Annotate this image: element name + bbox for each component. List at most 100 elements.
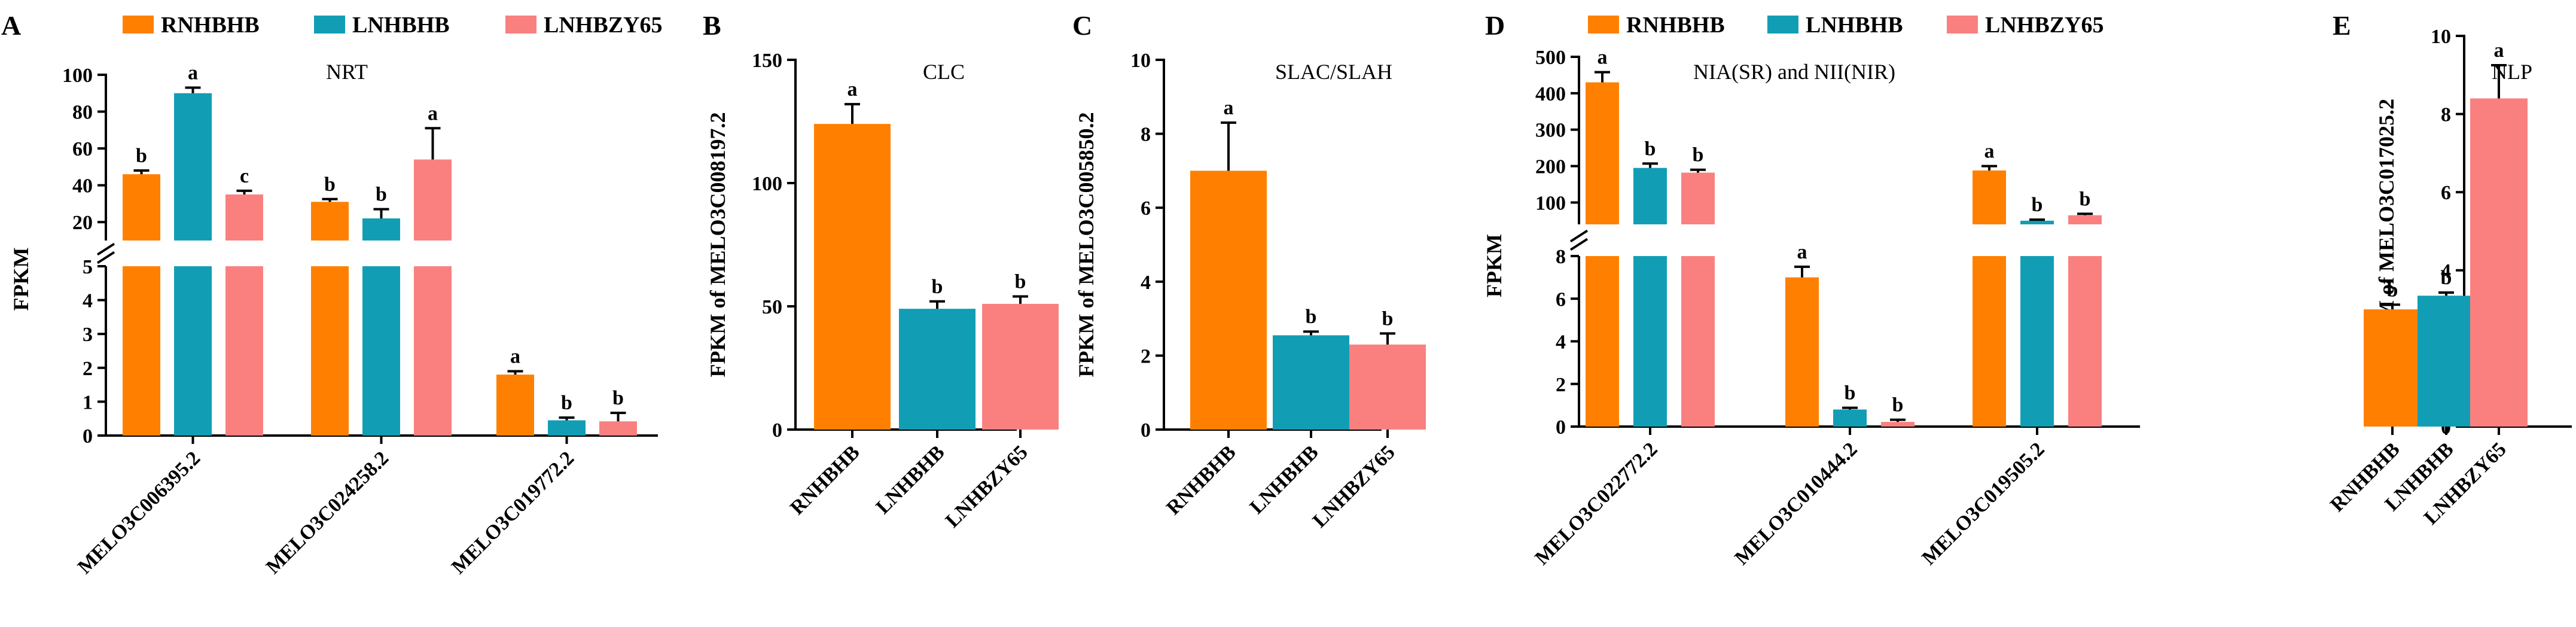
y-axis-label-d: FPKM — [1482, 234, 1506, 297]
panel-c: C SLAC/SLAH FPKM of MELO3C005850.2 0 2 4 6 8 10 a… — [1072, 10, 1426, 532]
axis-break-mark-a-1 — [96, 242, 115, 256]
a-legend-swatch-lnhbzy65 — [505, 16, 536, 34]
bar-lower-a-melo3c024258-2-lnhbzy65 — [414, 266, 452, 436]
error-bar-a-melo3c019772-2-lnhbhb — [559, 416, 575, 421]
bar-lower-a-melo3c006395-2-rnhbhb — [123, 266, 160, 436]
error-bar-b-lnhbhb — [929, 300, 945, 309]
x-tick-c-lnhbzy65: LNHBZY65 — [1309, 441, 1400, 532]
y-tick-c-0: 0 — [1141, 419, 1151, 442]
d-legend-swatch-rnhbhb — [1588, 16, 1619, 34]
a-legend-label-lnhbzy65: LNHBZY65 — [544, 13, 662, 38]
sig-letter-e-lnhbhb: b — [2441, 267, 2452, 289]
y-axis-label-a: FPKM — [9, 248, 33, 311]
y-tick-e-10: 10 — [2431, 26, 2451, 48]
d-legend-label-rnhbhb: RNHBHB — [1626, 13, 1725, 38]
error-bar-a-melo3c019772-2-rnhbhb — [507, 370, 523, 375]
d-legend-label-lnhbhb: LNHBHB — [1806, 13, 1903, 38]
error-bar-a-melo3c024258-2-lnhbzy65 — [425, 127, 441, 160]
bar-c-lnhbzy65 — [1349, 344, 1426, 430]
bar-lower-d-melo3c019505-2-rnhbhb — [1973, 256, 2006, 427]
y-tick-d-lower-6: 6 — [1556, 288, 1566, 311]
bar-d-melo3c010444-2-lnhbzy65 — [1881, 422, 1915, 427]
sig-letter-c-lnhbzy65: b — [1382, 308, 1394, 330]
y-tick-a-upper-20: 20 — [72, 212, 93, 234]
bar-b-lnhbzy65 — [982, 303, 1059, 430]
bar-a-melo3c024258-2-rnhbhb — [311, 202, 349, 241]
bar-a-melo3c024258-2-lnhbhb — [362, 218, 400, 241]
sig-letter-b-lnhbzy65: b — [1015, 271, 1026, 293]
bar-a-melo3c019772-2-rnhbhb — [496, 375, 534, 436]
y-axis-label-b: FPKM of MELO3C008197.2 — [706, 112, 730, 378]
bar-lower-d-melo3c022772-2-rnhbhb — [1586, 256, 1619, 427]
bar-d-melo3c019505-2-lnhbzy65 — [2068, 215, 2102, 224]
axis-break-mark-d-1 — [1569, 229, 1589, 243]
panel-letter-a: A — [1, 10, 21, 41]
error-bar-a-melo3c024258-2-rnhbhb — [322, 197, 338, 202]
y-tick-d-upper-200: 200 — [1535, 156, 1566, 178]
y-tick-b-150: 150 — [752, 50, 782, 72]
y-tick-a-lower-0: 0 — [83, 425, 93, 448]
panel-letter-c: C — [1072, 10, 1092, 41]
bar-lower-a-melo3c024258-2-rnhbhb — [311, 266, 349, 436]
x-tick-a-melo3c006395-2: MELO3C006395.2 — [74, 447, 205, 578]
y-tick-a-upper-40: 40 — [72, 175, 93, 197]
error-bar-e-lnhbhb — [2438, 291, 2454, 296]
sig-letter-d-melo3c010444-2-rnhbhb: a — [1797, 241, 1807, 263]
x-tick-b-lnhbzy65: LNHBZY65 — [941, 441, 1032, 532]
d-legend-swatch-lnhbzy65 — [1947, 16, 1978, 34]
error-bar-b-rnhbhb — [845, 103, 860, 124]
bar-d-melo3c022772-2-rnhbhb — [1586, 82, 1619, 224]
sig-letter-c-rnhbhb: a — [1224, 97, 1234, 119]
error-bar-d-melo3c019505-2-rnhbhb — [1981, 165, 1997, 171]
y-tick-d-lower-0: 0 — [1556, 416, 1566, 439]
bar-d-melo3c010444-2-rnhbhb — [1785, 277, 1819, 427]
panel-letter-b: B — [703, 10, 721, 41]
sig-letter-d-melo3c010444-2-lnhbzy65: b — [1892, 394, 1904, 416]
y-tick-d-lower-4: 4 — [1556, 331, 1566, 354]
sig-letter-b-rnhbhb: a — [848, 78, 858, 101]
y-tick-b-100: 100 — [752, 173, 782, 195]
d-legend-label-lnhbzy65: LNHBZY65 — [1985, 13, 2104, 38]
bar-lower-d-melo3c019505-2-lnhbzy65 — [2068, 256, 2102, 427]
error-bar-d-melo3c010444-2-lnhbhb — [1842, 406, 1858, 410]
y-tick-a-upper-80: 80 — [72, 102, 93, 124]
x-tick-a-melo3c019772-2: MELO3C019772.2 — [447, 447, 578, 578]
bar-b-rnhbhb — [814, 124, 891, 430]
a-legend-label-rnhbhb: RNHBHB — [161, 13, 260, 38]
bar-lower-a-melo3c024258-2-lnhbhb — [362, 266, 400, 436]
y-axis-label-c: FPKM of MELO3C005850.2 — [1074, 112, 1098, 378]
error-bar-e-lnhbzy65 — [2491, 63, 2507, 99]
error-bar-c-rnhbhb — [1221, 121, 1236, 171]
bar-d-melo3c010444-2-lnhbhb — [1833, 409, 1867, 427]
bar-d-melo3c022772-2-lnhbhb — [1633, 168, 1667, 224]
x-tick-b-rnhbhb: RNHBHB — [786, 441, 864, 519]
y-tick-a-lower-5: 5 — [83, 256, 93, 278]
sig-letter-a-melo3c006395-2-rnhbhb: b — [136, 145, 147, 167]
panel-a: A NRT RNHBHB LNHBHB LNHBZY65 FPKM 0 1 2 3 4 5 20 40 60… — [1, 10, 662, 579]
bar-e-rnhbhb — [2364, 309, 2421, 427]
axis-break-mark-d-2 — [1569, 238, 1589, 251]
y-tick-b-0: 0 — [772, 419, 782, 442]
x-tick-d-melo3c019505-2: MELO3C019505.2 — [1917, 438, 2048, 569]
error-bar-c-lnhbzy65 — [1380, 332, 1395, 345]
x-tick-b-lnhbhb: LNHBHB — [872, 441, 949, 518]
sig-letter-d-melo3c022772-2-lnhbzy65: b — [1693, 144, 1704, 166]
panel-letter-d: D — [1485, 10, 1505, 41]
x-tick-d-melo3c010444-2: MELO3C010444.2 — [1730, 438, 1861, 569]
bar-d-melo3c022772-2-lnhbzy65 — [1681, 172, 1715, 224]
error-bar-d-melo3c010444-2-rnhbhb — [1794, 265, 1810, 278]
bar-lower-a-melo3c006395-2-lnhbzy65 — [225, 266, 263, 436]
y-tick-d-upper-500: 500 — [1535, 47, 1566, 69]
sig-letter-d-melo3c010444-2-lnhbhb: b — [1845, 382, 1856, 404]
x-tick-d-melo3c022772-2: MELO3C022772.2 — [1531, 438, 1662, 569]
y-tick-a-lower-4: 4 — [83, 290, 93, 312]
bar-e-lnhbhb — [2418, 296, 2475, 427]
bar-c-rnhbhb — [1190, 171, 1267, 430]
y-tick-c-10: 10 — [1130, 50, 1151, 72]
bar-e-lnhbzy65 — [2470, 98, 2528, 427]
x-tick-c-rnhbhb: RNHBHB — [1162, 441, 1240, 519]
d-legend-swatch-lnhbhb — [1767, 16, 1798, 34]
y-tick-d-upper-400: 400 — [1535, 83, 1566, 105]
error-bar-d-melo3c022772-2-rnhbhb — [1595, 71, 1610, 83]
